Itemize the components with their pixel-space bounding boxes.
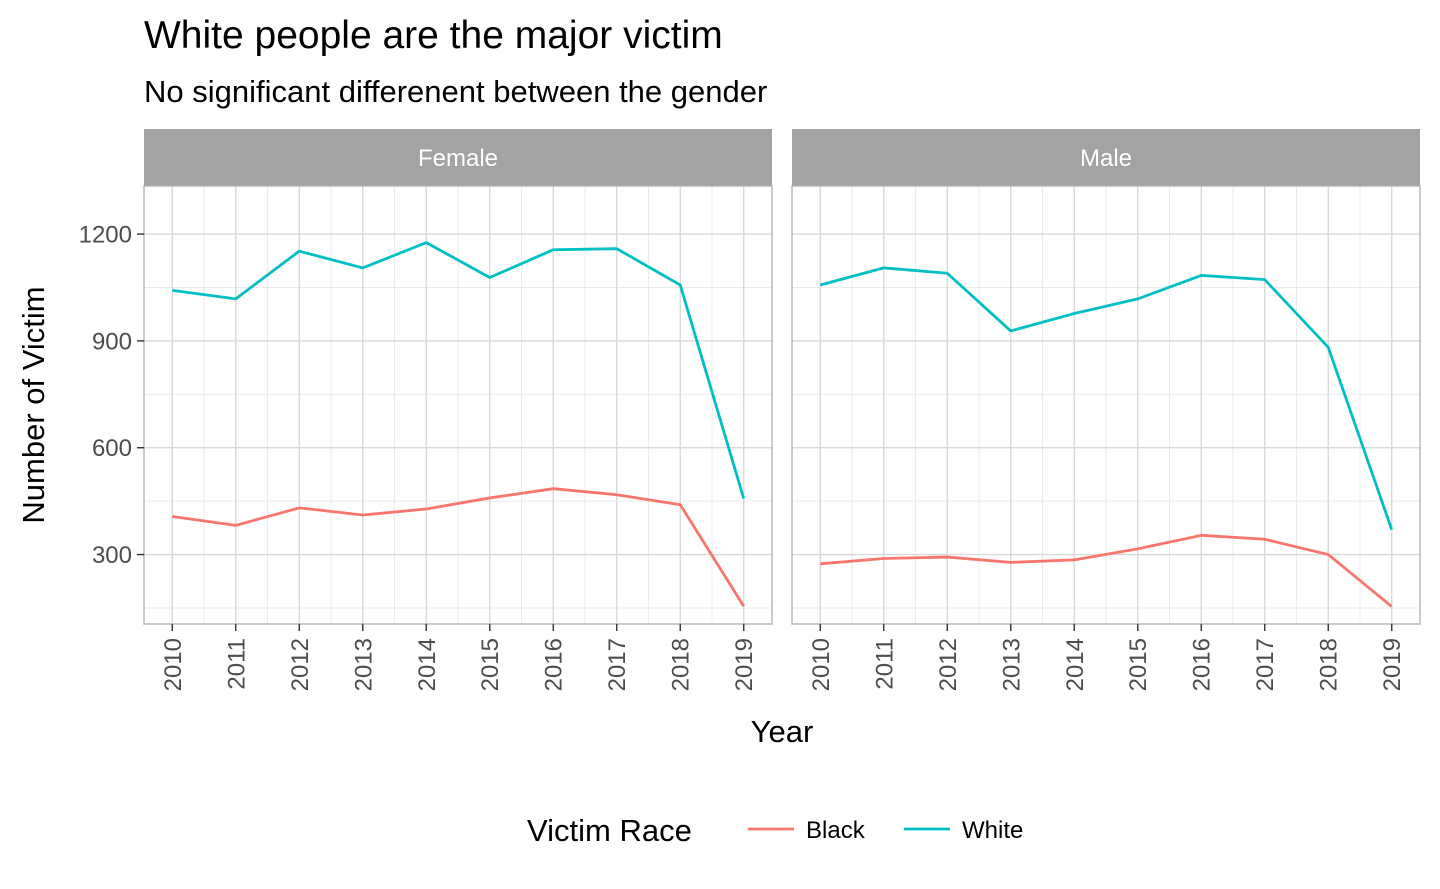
facet-strip-label: Female <box>418 145 498 172</box>
x-tick-label: 2011 <box>223 638 250 690</box>
legend: Victim Race Black White <box>527 813 1023 848</box>
x-tick-label: 2013 <box>350 638 377 691</box>
series-line-white <box>819 266 1394 531</box>
chart-subtitle: No significant differenent between the g… <box>144 74 767 109</box>
series-line-white <box>172 241 746 500</box>
x-tick-label: 2015 <box>1125 638 1152 691</box>
x-tick-label: 2012 <box>935 638 962 691</box>
x-tick-label: 2016 <box>541 638 568 691</box>
x-tick-label: 2014 <box>414 638 441 691</box>
legend-entry-black: Black <box>748 817 866 844</box>
chart-title: White people are the major victim <box>144 14 723 57</box>
panel-border <box>143 185 773 625</box>
y-tick-label: 300 <box>92 542 132 569</box>
x-tick-label: 2018 <box>1316 638 1343 691</box>
y-tick-label: 600 <box>92 435 132 462</box>
facet-panel-male: Male 2010 2011 2012 2013 2014 2015 2016 2017 2018… <box>791 129 1421 691</box>
y-tick-label: 1200 <box>79 222 132 249</box>
x-tick-label: 2011 <box>871 638 898 690</box>
x-tick-label: 2013 <box>998 638 1025 691</box>
x-tick-label: 2016 <box>1189 638 1216 691</box>
series-line-black <box>820 533 1393 608</box>
x-tick-label: 2019 <box>1379 638 1406 691</box>
facet-strip <box>792 129 1420 186</box>
legend-entry-white: White <box>904 817 1023 844</box>
x-tick-label: 2015 <box>477 638 504 691</box>
facet-panels: Female 2010 2011 2012 2013 2014 2015 2016 2017 20… <box>79 129 1421 691</box>
series-line-black <box>172 487 745 607</box>
x-tick-label: 2017 <box>604 638 631 691</box>
panel-border <box>791 185 1421 625</box>
facet-panel-female: Female 2010 2011 2012 2013 2014 2015 2016 2017 20… <box>79 129 773 691</box>
x-axis-title: Year <box>751 714 814 749</box>
x-tick-label: 2014 <box>1062 638 1089 691</box>
facet-strip <box>144 129 772 186</box>
y-axis-title: Number of Victim <box>16 286 51 523</box>
y-tick-label: 900 <box>92 328 132 355</box>
legend-label: Black <box>806 817 866 844</box>
legend-label: White <box>962 817 1023 844</box>
x-tick-label: 2010 <box>808 638 835 691</box>
legend-title: Victim Race <box>527 813 692 848</box>
x-tick-label: 2012 <box>287 638 314 691</box>
x-tick-label: 2019 <box>731 638 758 691</box>
x-tick-label: 2018 <box>668 638 695 691</box>
x-tick-label: 2017 <box>1252 638 1279 691</box>
facet-strip-label: Male <box>1080 145 1132 172</box>
x-tick-label: 2010 <box>160 638 187 691</box>
